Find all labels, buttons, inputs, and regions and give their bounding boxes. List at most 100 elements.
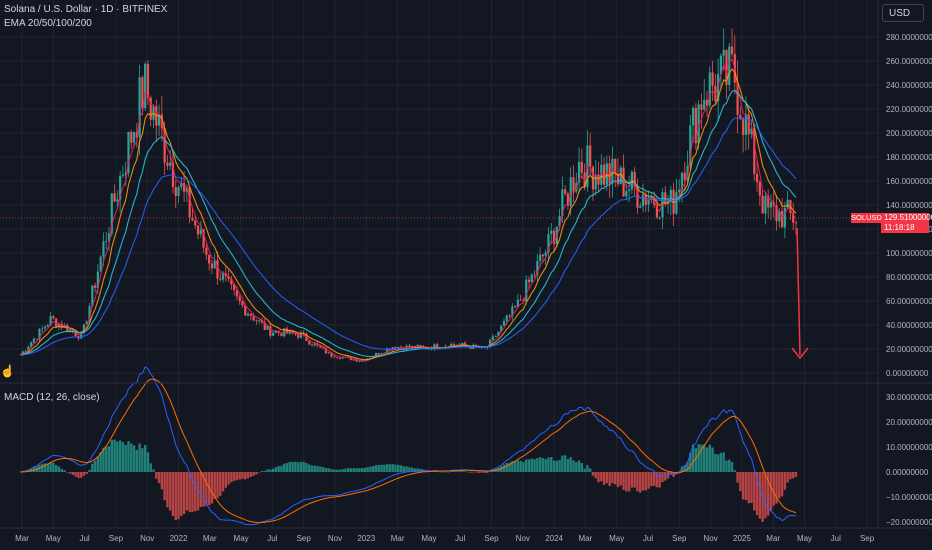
candle-body [539,254,542,262]
macd-histogram-bar [377,464,380,472]
macd-histogram-bar [572,460,575,472]
candle-body [753,128,756,174]
candle-body [522,300,525,302]
price-tick-label: 160.00000000 [886,177,932,186]
macd-histogram-bar [661,472,664,483]
candle-body [246,313,250,316]
candle-body [269,325,272,336]
macd-histogram-bar [107,446,111,472]
macd-histogram-bar [733,470,737,472]
currency-button[interactable]: USD [882,4,924,22]
countdown-timer: 11:18:18 [884,223,915,232]
candle-body [694,107,697,144]
candle-body [330,352,333,357]
candle-body [792,212,795,223]
macd-histogram-bar [319,466,322,472]
macd-histogram-bar [113,439,116,472]
candle-body [794,222,798,224]
macd-histogram-bar [155,472,158,479]
candle-body [672,189,675,214]
macd-histogram-bar [786,472,789,483]
macd-histogram-bar [49,462,52,472]
macd-histogram-bar [232,472,236,481]
candle-body [747,114,750,135]
time-tick-label: Nov [328,534,342,543]
candle-body [272,332,275,336]
macd-histogram-bar [235,472,239,481]
candle-body [569,177,572,206]
macd-histogram-bar [60,468,63,472]
candle-body [708,72,711,106]
candle-body [38,329,41,340]
candle-body [711,72,714,86]
macd-histogram-bar [79,472,83,478]
time-tick-label: Sep [109,534,124,543]
macd-histogram-bar [764,472,767,519]
macd-histogram-bar [469,472,472,473]
macd-histogram-bar [324,468,328,472]
candle-body [208,254,211,264]
macd-histogram-bar [82,472,86,476]
time-tick-label: 2023 [357,534,375,543]
candle-body [658,217,661,218]
macd-histogram-bar [171,472,175,517]
macd-histogram-bar [66,472,69,473]
time-tick-label: Nov [703,534,717,543]
candle-body [224,273,227,277]
macd-histogram-bar [146,452,150,472]
macd-histogram-bar [558,459,561,472]
macd-histogram-bar [182,472,186,515]
price-tick-label: 180.00000000 [886,153,932,162]
candle-body [35,338,38,340]
candle-body [374,353,378,357]
candle-body [205,247,208,255]
candle-body [494,336,497,337]
candle-body [43,326,47,329]
macd-histogram-bar [399,465,403,472]
macd-histogram-bar [285,463,289,472]
macd-histogram-bar [374,465,378,472]
candle-body [82,324,86,333]
macd-histogram-bar [288,461,291,472]
candle-body [589,145,592,167]
candle-body [513,306,517,308]
macd-histogram-bar [552,460,556,472]
macd-histogram-bar [294,461,297,472]
candle-body [719,55,723,74]
candle-body [577,161,581,184]
candle-body [124,172,127,175]
macd-histogram-bar [224,472,228,488]
candle-body [352,359,355,361]
macd-histogram-bar [391,464,394,472]
macd-histogram-bar [118,440,122,472]
macd-histogram-bar [283,463,286,472]
macd-histogram-bar [43,463,47,472]
macd-histogram-bar [199,472,202,508]
macd-histogram-bar [305,463,308,472]
candle-body [703,99,706,110]
candle-body [266,325,269,330]
macd-histogram-bar [424,470,428,472]
candle-body [157,114,161,126]
macd-histogram-bar [141,448,144,472]
candle-body [252,315,255,321]
candle-body [319,345,322,348]
candle-body [600,164,603,185]
macd-histogram-bar [719,452,723,472]
macd-histogram-bar [366,467,369,472]
candle-body [180,183,183,188]
candle-body [310,344,314,346]
price-tick-label: 20.00000000 [886,345,932,354]
macd-histogram-bar [360,467,364,472]
candle-body [764,196,767,214]
candle-body [566,193,570,206]
macd-tick-label: −10.00000000 [886,493,932,502]
macd-histogram-bar [394,464,397,472]
macd-histogram-bar [772,472,775,506]
candle-body [778,211,781,222]
candle-body [633,171,636,187]
macd-histogram-bar [655,472,659,488]
time-tick-label: Mar [15,534,29,543]
drag-handle-icon[interactable]: ☝ [0,364,15,378]
